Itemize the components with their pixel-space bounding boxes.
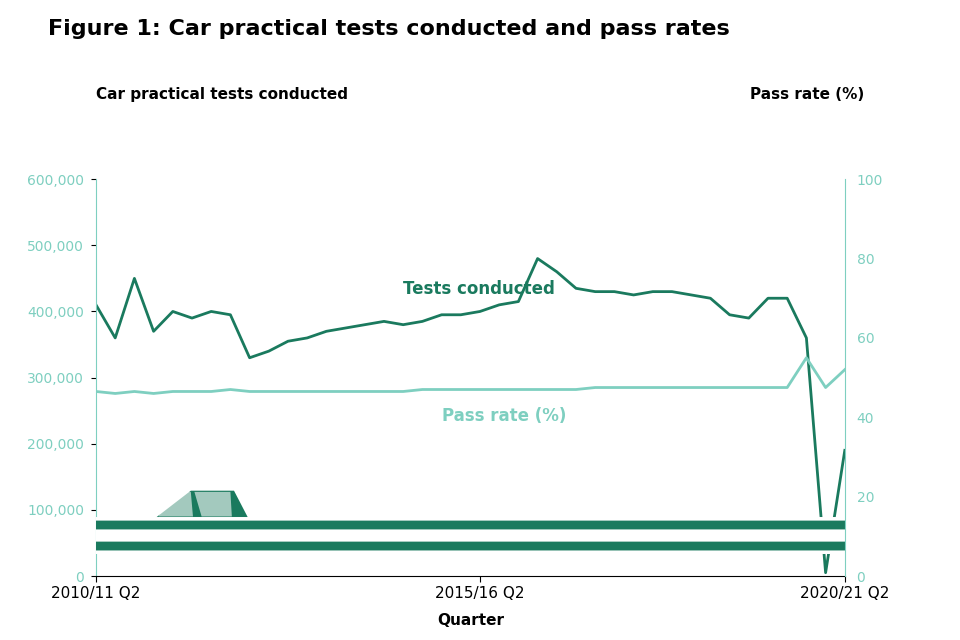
Text: Pass rate (%): Pass rate (%) [442,408,566,426]
Polygon shape [158,492,193,516]
Circle shape [0,519,960,552]
Circle shape [0,529,960,543]
Text: Pass rate (%): Pass rate (%) [750,88,864,102]
Circle shape [0,529,960,543]
X-axis label: Quarter: Quarter [437,612,504,628]
Circle shape [0,519,960,552]
Text: Figure 1: Car practical tests conducted and pass rates: Figure 1: Car practical tests conducted … [48,19,730,39]
Text: Tests conducted: Tests conducted [403,280,555,298]
Text: Car practical tests conducted: Car practical tests conducted [96,88,348,102]
Polygon shape [133,491,270,534]
Polygon shape [194,492,232,516]
